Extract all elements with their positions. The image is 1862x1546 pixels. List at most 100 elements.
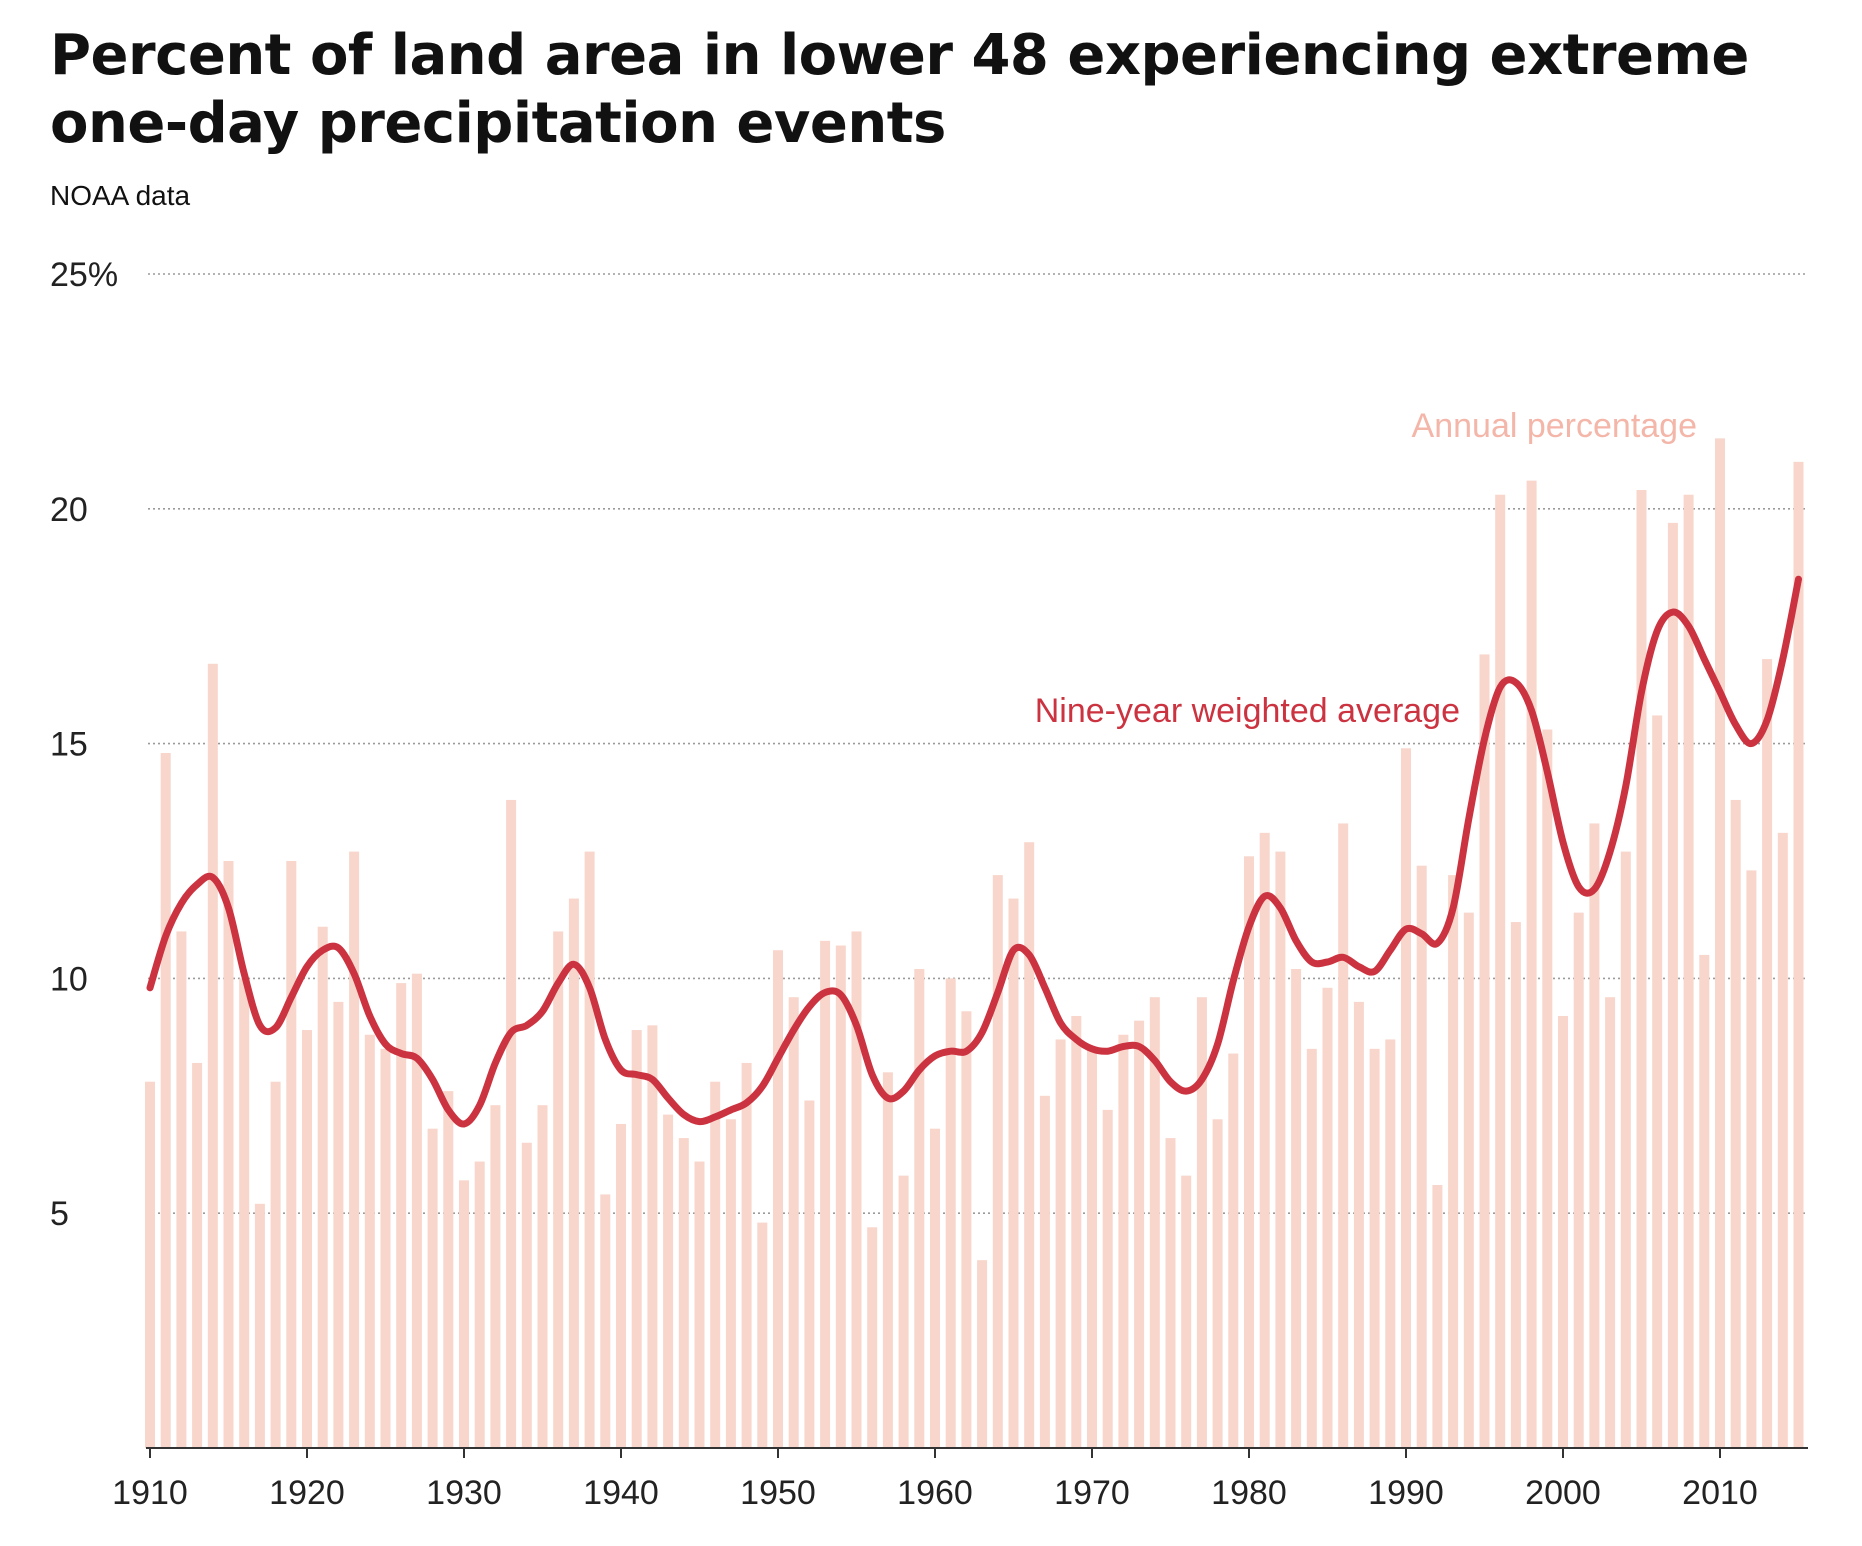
bar-1997 xyxy=(1510,922,1521,1448)
x-axis-labels: 1910 1920 1930 1940 1950 1960 1970 1980 1990 2000… xyxy=(112,1474,1758,1512)
bar-1986 xyxy=(1338,823,1349,1448)
annual-bars xyxy=(145,438,1804,1449)
bar-1920 xyxy=(302,1030,312,1448)
bar-1925 xyxy=(380,1048,391,1448)
bar-1950 xyxy=(773,950,783,1448)
x-tick-label-1970: 1970 xyxy=(1054,1474,1130,1512)
bar-1923 xyxy=(349,851,360,1448)
bar-1994 xyxy=(1463,912,1474,1448)
bar-1966 xyxy=(1024,842,1035,1448)
bar-1941 xyxy=(631,1030,642,1448)
bar-1956 xyxy=(867,1227,878,1448)
bar-1914 xyxy=(207,663,218,1448)
bar-1938 xyxy=(584,851,595,1448)
bar-1967 xyxy=(1039,1095,1050,1448)
bar-1915 xyxy=(223,861,234,1448)
bar-2007 xyxy=(1667,522,1678,1448)
x-tick-label-2000: 2000 xyxy=(1525,1474,1601,1512)
bar-2004 xyxy=(1620,851,1631,1448)
bar-1940 xyxy=(616,1123,626,1448)
bar-1990 xyxy=(1401,748,1411,1448)
bar-1932 xyxy=(490,1105,501,1448)
x-tick-label-1920: 1920 xyxy=(269,1474,345,1512)
bar-1931 xyxy=(474,1161,485,1448)
bar-1970 xyxy=(1087,1048,1097,1448)
y-tick-label-5: 5 xyxy=(50,1195,69,1233)
y-tick-label-25: 25% xyxy=(50,256,118,294)
bar-1983 xyxy=(1291,969,1302,1448)
bar-1929 xyxy=(443,1091,454,1448)
bar-1976 xyxy=(1181,1175,1192,1448)
chart-title: Percent of land area in lower 48 experie… xyxy=(50,23,1749,156)
bar-1969 xyxy=(1071,1015,1082,1448)
bar-1918 xyxy=(270,1081,281,1448)
nine-year-average-line xyxy=(146,575,1802,1128)
bar-1951 xyxy=(788,997,799,1448)
bar-1921 xyxy=(317,926,328,1448)
x-axis xyxy=(146,1447,1808,1458)
bar-1978 xyxy=(1212,1119,1223,1448)
bar-1964 xyxy=(992,875,1003,1448)
nine-year-average-label: Nine-year weighted average xyxy=(1035,692,1460,730)
bar-1946 xyxy=(710,1081,721,1448)
bar-2003 xyxy=(1605,997,1616,1448)
x-tick-label-1980: 1980 xyxy=(1211,1474,1287,1512)
bar-1928 xyxy=(427,1128,438,1448)
series-labels: Annual percentage Nine-year weighted aver… xyxy=(1035,407,1697,730)
x-tick-label-1940: 1940 xyxy=(583,1474,659,1512)
bar-1936 xyxy=(553,931,564,1448)
y-tick-label-15: 15 xyxy=(50,726,88,764)
bar-1953 xyxy=(820,940,831,1448)
gridlines xyxy=(148,273,1808,1214)
bar-2013 xyxy=(1762,659,1773,1448)
bar-1962 xyxy=(961,1011,972,1448)
bar-1912 xyxy=(176,931,187,1448)
bar-1975 xyxy=(1165,1138,1176,1448)
bar-1952 xyxy=(804,1100,815,1448)
bar-1989 xyxy=(1385,1039,1396,1448)
bar-1913 xyxy=(192,1062,203,1448)
bar-1999 xyxy=(1542,729,1553,1448)
bar-1955 xyxy=(851,931,862,1448)
bar-1939 xyxy=(600,1194,611,1448)
bar-1933 xyxy=(506,799,517,1448)
bar-1993 xyxy=(1448,875,1459,1448)
bar-2015 xyxy=(1793,461,1804,1449)
bar-1963 xyxy=(977,1260,988,1448)
bar-1919 xyxy=(286,861,297,1448)
bar-1965 xyxy=(1008,898,1019,1448)
bar-1916 xyxy=(239,978,250,1448)
bar-1968 xyxy=(1055,1039,1066,1448)
bar-1934 xyxy=(521,1142,532,1448)
bar-1957 xyxy=(882,1072,893,1448)
bar-1979 xyxy=(1228,1053,1239,1448)
average-line-layer xyxy=(146,575,1802,1128)
bar-2009 xyxy=(1699,954,1710,1448)
bar-1995 xyxy=(1479,654,1490,1448)
x-tick-label-1910: 1910 xyxy=(112,1474,188,1512)
y-tick-label-20: 20 xyxy=(50,491,88,529)
bar-1974 xyxy=(1149,997,1160,1448)
bar-1961 xyxy=(945,978,956,1448)
bar-1958 xyxy=(898,1175,909,1448)
x-tick-label-2010: 2010 xyxy=(1682,1474,1758,1512)
bar-2002 xyxy=(1589,823,1600,1448)
bar-2008 xyxy=(1683,494,1694,1448)
bar-1996 xyxy=(1495,494,1506,1448)
bar-2000 xyxy=(1558,1015,1568,1448)
bar-1971 xyxy=(1102,1109,1113,1448)
annual-percentage-label: Annual percentage xyxy=(1412,407,1697,445)
bar-1937 xyxy=(568,898,579,1448)
chart-subtitle: NOAA data xyxy=(50,180,191,211)
bar-1980 xyxy=(1244,856,1254,1448)
bar-1992 xyxy=(1432,1185,1443,1448)
bar-1922 xyxy=(333,1001,344,1448)
bar-1991 xyxy=(1416,865,1427,1448)
bar-1959 xyxy=(914,969,925,1448)
bar-1917 xyxy=(254,1203,265,1448)
bar-1926 xyxy=(396,983,407,1448)
bar-1954 xyxy=(835,945,846,1448)
bar-1945 xyxy=(694,1161,705,1448)
bar-2005 xyxy=(1636,490,1647,1448)
